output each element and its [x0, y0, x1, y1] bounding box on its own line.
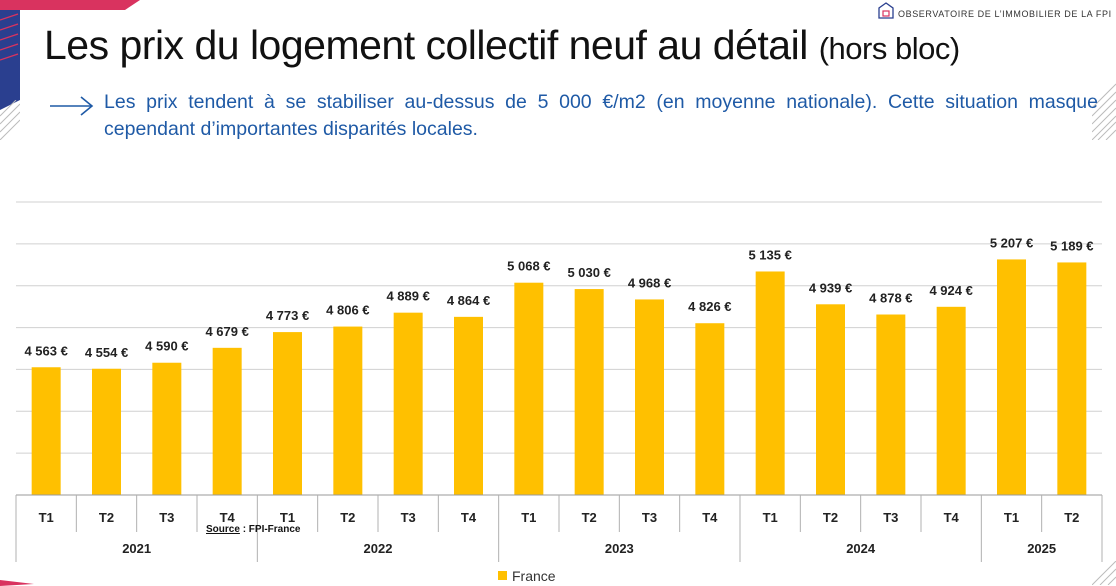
x-tick-label: T1	[521, 510, 536, 525]
data-label: 4 924 €	[929, 283, 972, 298]
bar	[212, 347, 242, 495]
corner-decoration-top-left	[0, 0, 140, 110]
bar	[574, 289, 604, 495]
x-tick-label: T4	[944, 510, 960, 525]
x-tick-label: T1	[1004, 510, 1019, 525]
bar	[635, 299, 664, 495]
house-logo-icon	[878, 2, 894, 19]
x-tick-label: T2	[1064, 510, 1079, 525]
bar	[1057, 262, 1087, 495]
bar	[755, 271, 785, 495]
bar	[273, 332, 302, 495]
source-value: : FPI-France	[242, 524, 301, 535]
arrow-right-icon	[50, 96, 94, 116]
hatch-decoration-right	[1092, 83, 1116, 140]
legend: France	[498, 568, 556, 584]
data-label: 4 939 €	[809, 280, 852, 295]
year-label: 2021	[122, 541, 151, 556]
data-label: 4 826 €	[688, 299, 731, 314]
data-label: 4 773 €	[266, 308, 309, 323]
data-label: 5 030 €	[567, 265, 610, 280]
bar	[92, 368, 121, 495]
bar	[816, 304, 845, 495]
hatch-decoration-left	[0, 100, 20, 140]
data-label: 4 590 €	[145, 339, 188, 354]
x-tick-label: T1	[280, 510, 295, 525]
legend-swatch	[498, 571, 507, 580]
x-tick-label: T1	[39, 510, 54, 525]
x-tick-label: T4	[702, 510, 718, 525]
bar	[876, 314, 906, 495]
data-label: 4 679 €	[205, 324, 248, 339]
data-label: 4 889 €	[386, 289, 429, 304]
source-note: Source : FPI-France	[206, 524, 300, 535]
bar	[695, 323, 725, 495]
year-label: 2022	[364, 541, 393, 556]
legend-label: France	[512, 568, 556, 584]
data-label: 4 806 €	[326, 303, 369, 318]
source-label: Source	[206, 524, 240, 535]
bar	[454, 316, 483, 495]
data-label: 5 068 €	[507, 259, 550, 274]
x-tick-label: T1	[763, 510, 778, 525]
x-tick-label: T3	[159, 510, 174, 525]
year-label: 2024	[846, 541, 876, 556]
x-tick-label: T2	[823, 510, 838, 525]
x-tick-label: T2	[99, 510, 114, 525]
bar	[152, 362, 182, 495]
bar	[997, 259, 1026, 495]
data-label: 5 207 €	[990, 235, 1033, 250]
title-suffix: (hors bloc)	[818, 31, 960, 66]
subtitle: Les prix tendent à se stabiliser au-dess…	[104, 91, 1098, 140]
hatch-decoration-bottom-right	[1092, 561, 1116, 585]
logo-text: OBSERVATOIRE DE L’IMMOBILIER DE LA FPI	[898, 9, 1112, 19]
bar	[936, 306, 966, 495]
x-tick-label: T3	[401, 510, 416, 525]
x-tick-label: T2	[582, 510, 597, 525]
data-label: 4 563 €	[24, 343, 67, 358]
x-tick-label: T4	[220, 510, 236, 525]
data-label: 4 878 €	[869, 291, 912, 306]
data-label: 4 864 €	[447, 293, 490, 308]
title-main: Les prix du logement collectif neuf au d…	[44, 22, 808, 68]
year-label: 2025	[1027, 541, 1056, 556]
page-title: Les prix du logement collectif neuf au d…	[44, 22, 960, 69]
data-label: 4 968 €	[628, 275, 671, 290]
year-label: 2023	[605, 541, 634, 556]
x-tick-label: T2	[340, 510, 355, 525]
x-tick-label: T4	[461, 510, 477, 525]
bar	[31, 367, 61, 495]
x-tick-label: T3	[883, 510, 898, 525]
bar	[514, 282, 544, 495]
data-label: 5 135 €	[748, 247, 791, 262]
bar	[393, 312, 423, 495]
bar	[333, 326, 363, 495]
x-tick-label: T3	[642, 510, 657, 525]
data-label: 5 189 €	[1050, 238, 1093, 253]
data-label: 4 554 €	[85, 345, 128, 360]
